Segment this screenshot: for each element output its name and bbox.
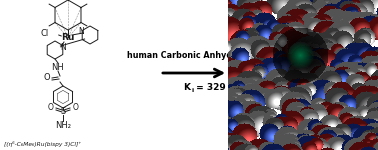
Text: NH: NH xyxy=(52,63,64,72)
Text: Cl: Cl xyxy=(41,28,49,38)
Text: Ru: Ru xyxy=(61,33,75,42)
Text: O: O xyxy=(47,103,53,112)
Text: S: S xyxy=(60,106,66,116)
Text: = 329 nM: = 329 nM xyxy=(193,82,244,91)
Text: O: O xyxy=(73,103,79,112)
Text: human Carbonic Anhydrase II: human Carbonic Anhydrase II xyxy=(127,51,261,60)
Text: N: N xyxy=(78,27,84,36)
Text: K: K xyxy=(183,82,190,91)
Text: [(η⁶-C₆Me₆)Ru(bispy 3)Cl]⁺: [(η⁶-C₆Me₆)Ru(bispy 3)Cl]⁺ xyxy=(4,141,81,147)
Text: NH₂: NH₂ xyxy=(55,120,71,129)
Text: N: N xyxy=(60,42,66,51)
Text: O: O xyxy=(43,74,50,82)
Text: i: i xyxy=(191,87,193,93)
